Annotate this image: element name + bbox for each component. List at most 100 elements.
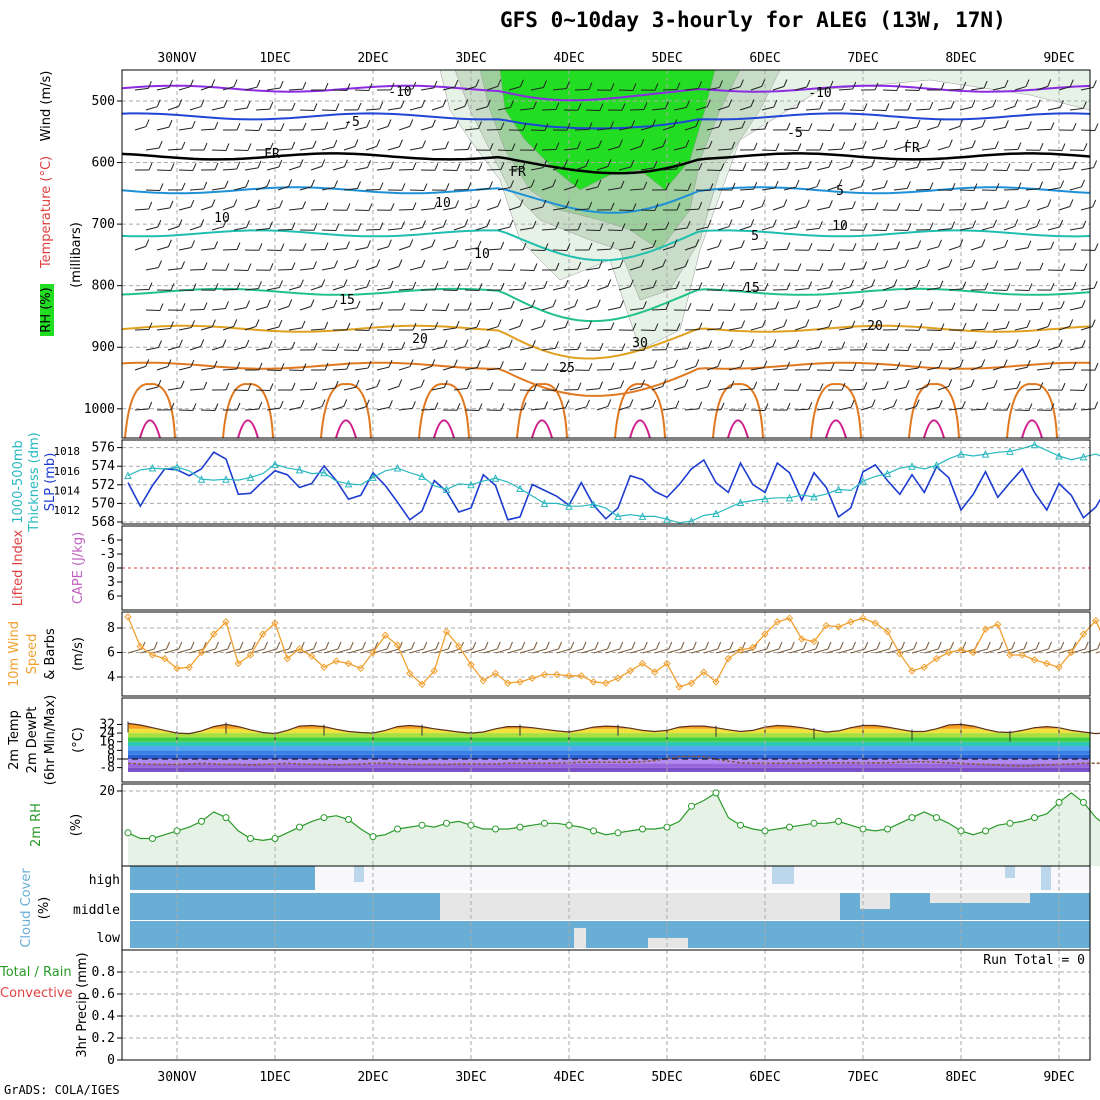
wind-barb-flag [420,379,425,387]
wind-barb-flag [698,282,703,290]
wind-barb [508,206,521,211]
wind-barb-flag [299,279,304,287]
wind-barb [255,306,268,311]
wind10m-barb [532,648,547,654]
wind-barb [332,127,347,131]
wind-barb [266,206,280,211]
wind-barb-flag [266,299,271,307]
precip-tick-label: 0.4 [92,1009,116,1024]
wind10m-barb [507,648,522,654]
wind-barb-flag [390,161,394,169]
wind-barb-flag [478,163,483,171]
wind-barb [1014,247,1028,251]
wind-barb [1058,205,1071,211]
wind-barb-flag [376,259,381,267]
wind-barb [706,365,719,371]
wind-barb [629,145,641,151]
lifted-index-tick-label: -3 [99,547,115,562]
wind-barb [398,407,413,411]
wind-barb-flag [376,139,381,147]
wind-barb [574,208,589,211]
wind-barb [618,126,632,131]
wind-barb [893,386,907,391]
wind-barb [134,408,149,411]
wind-barb-flag [542,199,547,208]
wind-barb-flag [772,339,777,347]
wind10m-point [406,669,414,678]
wind-barb-flag [883,139,888,148]
temperature-contour [121,324,1091,360]
wind-barb-flag [300,399,305,408]
wind-barb-flag [728,99,733,107]
wind-barb [805,227,820,231]
rh-tick-label: 20 [99,784,115,799]
wind-barb [167,387,182,391]
wind-barb-flag [962,281,967,290]
wind-barb-flag [346,203,351,211]
wind10m-barb-flag [1060,641,1065,650]
temp-band [128,754,1090,759]
wind-barb-flag [554,341,559,349]
wind-barb-flag [291,222,296,230]
wind10m-barb-flag [288,641,293,650]
wind-barb-flag [255,319,260,327]
wind-barb [871,186,885,191]
wind-barb [673,266,686,271]
wind-barb-flag [203,181,208,190]
thickness-point [173,463,181,471]
wind-barb-flag [741,120,746,129]
wind-barb-flag [1082,220,1087,228]
wind-barb [959,227,973,231]
slp-tick-label: 1014 [54,484,81,497]
wind-barb-flag [233,319,238,327]
wind10m-point [491,669,500,678]
wind10m-barb-flag [950,641,954,650]
thickness-point [124,471,132,479]
wind-barb [816,206,830,211]
wind-barb-flag [720,402,725,411]
wind-barb-flag [874,121,879,130]
rh2m-point [810,819,818,827]
wind-barb-flag [236,361,241,370]
wind-barb-flag [343,279,348,287]
temperature-contour-loop [124,383,176,439]
wind10m-side-label-3: & Barbs [43,628,58,680]
wind-barb [200,248,215,251]
wind-barb [618,368,633,371]
wind-barb [915,188,930,191]
wind-barb-flag [566,123,571,131]
wind-barb [926,287,940,291]
rh-legend-swatch [40,284,54,336]
wind-barb [211,187,226,191]
precip-tick-label: 0.2 [92,1031,115,1046]
wind-barb-flag [885,103,890,111]
wind-barb-flag [973,183,978,191]
temp-band [128,723,1090,725]
wind10m-barb [348,648,363,654]
wind-barb-flag [1050,122,1055,130]
contour-label: 10 [435,196,451,211]
wind-barb-flag [984,163,989,171]
wind-barb-flag [357,343,362,351]
wind-barb-flag [962,162,967,170]
wind-barb [838,166,851,171]
wind-barb-flag [728,219,733,227]
wind-barb [937,228,952,231]
wind-barb-flag [258,243,263,251]
wind-barb [596,285,608,291]
wind-barb [508,288,523,291]
wind-barb [519,306,533,311]
wind-barb [607,306,621,311]
wind-barb-flag [1039,302,1044,310]
wind-barb-flag [574,299,579,307]
cloud-high-bar [130,866,315,890]
rh2m-point [124,829,132,837]
wind-barb-flag [948,259,953,267]
wind-barb-flag [203,262,208,270]
wind-barb [1036,128,1051,131]
wind-barb [464,128,479,131]
wind10m-barb-flag [313,641,317,650]
wind-barb-flag [148,201,153,210]
wind-barb-flag [510,300,515,309]
wind-barb [431,106,444,111]
